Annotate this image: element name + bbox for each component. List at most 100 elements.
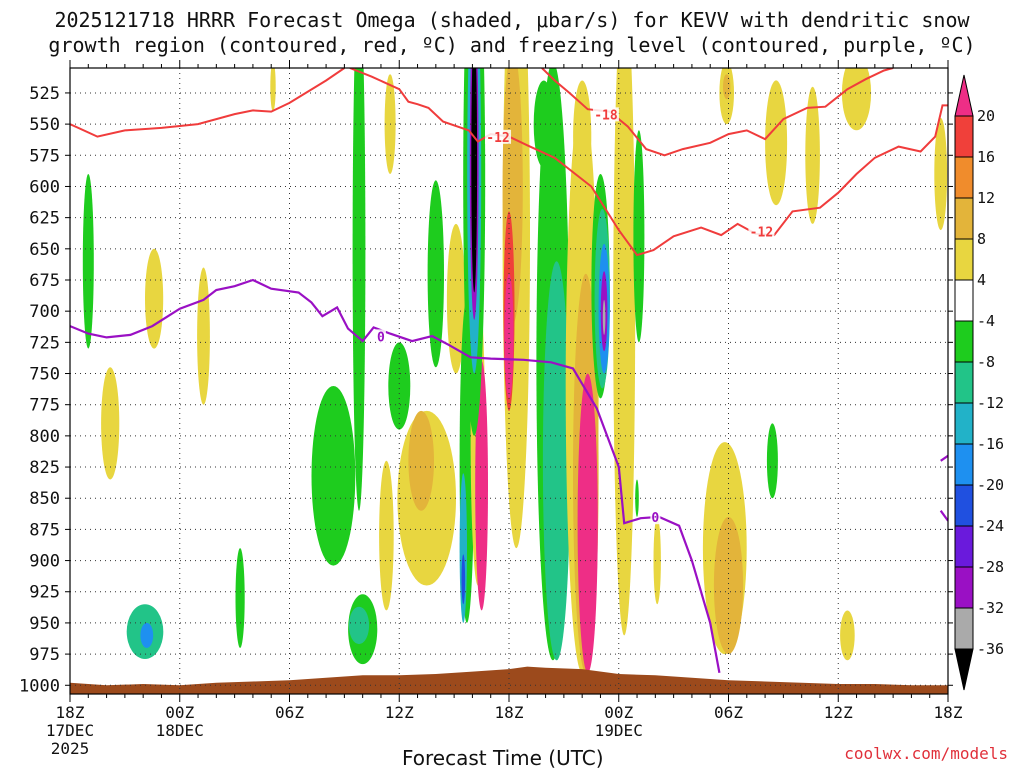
- chart-title-line-1: 2025121718 HRRR Forecast Omega (shaded, …: [54, 8, 970, 32]
- omega-region-11: [388, 342, 411, 430]
- omega-region-23: [475, 361, 488, 611]
- colorbar-bin: [954, 361, 974, 404]
- colorbar-label: 16: [977, 148, 995, 166]
- contour-label-bg-1: [592, 107, 619, 122]
- y-tick-label: 750: [29, 365, 60, 385]
- omega-region-20: [459, 473, 467, 623]
- omega-region-1: [101, 367, 120, 480]
- y-tick-label: 725: [29, 333, 60, 353]
- colorbar-label: -24: [977, 517, 1004, 535]
- y-tick-label: 925: [29, 583, 60, 603]
- x-tick-label: 18Z: [56, 703, 85, 722]
- contour-label-bg-4: [650, 510, 661, 525]
- y-tick-label: 950: [29, 614, 60, 634]
- colorbar-bin: [954, 525, 974, 568]
- colorbar-label: 20: [977, 107, 995, 125]
- x-tick-label: 12Z: [385, 703, 414, 722]
- x-tick-label: 00Z: [604, 703, 633, 722]
- omega-region-4: [140, 622, 154, 648]
- y-tick-label: 625: [29, 209, 60, 229]
- y-tick-label: 525: [29, 84, 60, 104]
- colorbar-bin: [954, 156, 974, 199]
- colorbar-label: -16: [977, 435, 1004, 453]
- omega-region-53: [723, 74, 731, 100]
- colorbar-bin: [954, 115, 974, 158]
- colorbar-label: -8: [977, 353, 995, 371]
- omega-region-54: [765, 80, 788, 206]
- colorbar-bin: [954, 402, 974, 445]
- credit-text[interactable]: coolwx.com/models: [844, 744, 1008, 763]
- x-tick-label: 06Z: [275, 703, 304, 722]
- omega-region-33: [504, 273, 514, 399]
- freezing-level-contour-2: [939, 510, 948, 522]
- colorbar-bin: [954, 607, 974, 650]
- colorbar: 20 16 12 8 4 -4 -8 -12 -16 -20 -24 -28 -32 -36: [954, 74, 1004, 691]
- omega-region-40: [577, 373, 598, 673]
- x-tick-label: 12Z: [824, 703, 853, 722]
- contour-label-2: -12: [750, 226, 773, 241]
- y-axis: 525 550 575 600 625 650 675 700 725 750 775 800 825 8…: [19, 60, 953, 702]
- y-tick-label: 850: [29, 489, 60, 509]
- colorbar-bin: [954, 197, 974, 240]
- colorbar-bin: [954, 648, 974, 691]
- dgz-contour-2: [541, 68, 894, 157]
- omega-region-47: [633, 130, 645, 343]
- x-tick-date-label: 19DEC: [595, 721, 643, 740]
- omega-region-17: [408, 410, 435, 511]
- contour-label-4: 0: [651, 511, 659, 526]
- y-tick-label: 1000: [19, 676, 60, 696]
- omega-region-18: [446, 223, 466, 374]
- colorbar-bin: [954, 443, 974, 486]
- omega-region-13: [311, 386, 356, 566]
- omega-region-58: [934, 117, 948, 231]
- y-tick-label: 650: [29, 240, 60, 260]
- omega-region-21: [461, 554, 466, 605]
- x-tick-date-label: 18DEC: [156, 721, 204, 740]
- chart-title-line-2: growth region (contoured, red, ºC) and f…: [48, 33, 976, 57]
- omega-region-59: [840, 610, 855, 661]
- colorbar-bin: [954, 320, 974, 363]
- y-tick-label: 800: [29, 427, 60, 447]
- x-tick-label: 00Z: [165, 703, 194, 722]
- colorbar-label: -36: [977, 640, 1004, 658]
- x-tick-date-label: 17DEC: [46, 721, 94, 740]
- omega-region-49: [653, 517, 661, 605]
- colorbar-bin: [954, 74, 974, 117]
- omega-region-29: [471, 68, 478, 293]
- y-tick-label: 825: [29, 458, 60, 478]
- omega-region-6: [235, 548, 245, 648]
- x-tick-year-label: 2025: [51, 739, 90, 758]
- contour-label-bg-3: [375, 329, 386, 344]
- omega-region-8: [352, 68, 366, 511]
- colorbar-label: 4: [977, 271, 986, 289]
- contour-label-0: -12: [486, 131, 509, 146]
- omega-region-55: [766, 423, 778, 499]
- omega-region-0: [82, 173, 94, 349]
- freezing-level-contour-1: [940, 454, 948, 462]
- colorbar-label: -12: [977, 394, 1004, 412]
- y-tick-label: 675: [29, 271, 60, 291]
- y-tick-label: 900: [29, 552, 60, 572]
- x-axis-label: Forecast Time (UTC): [402, 746, 604, 770]
- omega-region-48: [635, 479, 639, 517]
- y-tick-label: 550: [29, 115, 60, 135]
- colorbar-label: 8: [977, 230, 986, 248]
- colorbar-label: 12: [977, 189, 995, 207]
- omega-region-57: [841, 68, 872, 131]
- y-tick-label: 700: [29, 302, 60, 322]
- omega-region-2: [145, 248, 164, 349]
- colorbar-bin: [954, 238, 974, 281]
- y-tick-label: 775: [29, 396, 60, 416]
- y-tick-label: 875: [29, 520, 60, 540]
- terrain-surface: [70, 666, 948, 694]
- omega-region-5: [197, 267, 210, 405]
- omega-region-51: [713, 516, 744, 655]
- x-tick-label: 06Z: [714, 703, 743, 722]
- colorbar-label: -20: [977, 476, 1004, 494]
- x-tick-label: 18Z: [495, 703, 524, 722]
- omega-region-56: [805, 86, 820, 224]
- omega-region-9: [379, 460, 394, 611]
- colorbar-bin: [954, 484, 974, 527]
